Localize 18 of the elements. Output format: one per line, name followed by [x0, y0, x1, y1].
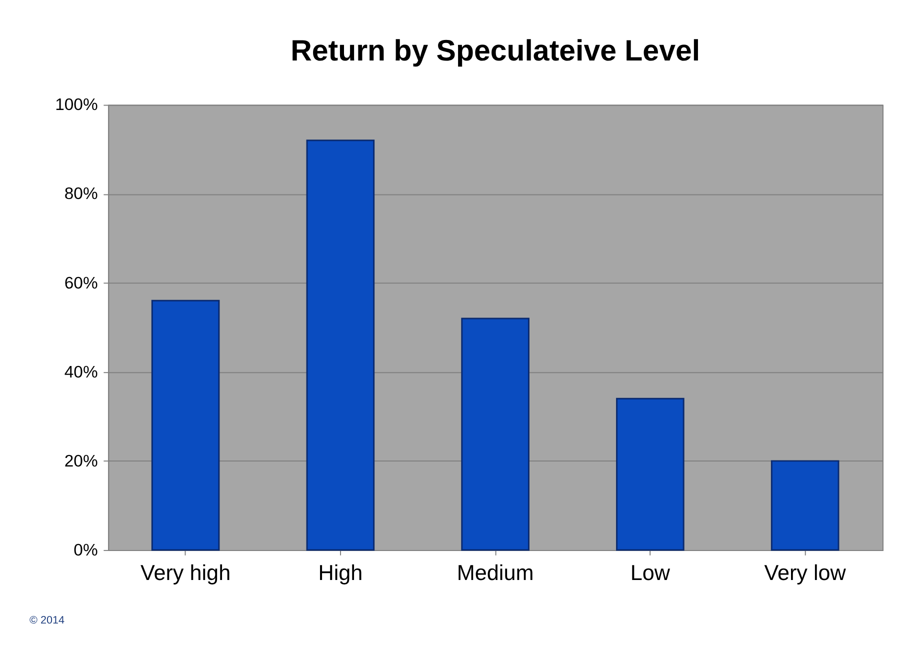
y-tick-label: 80% — [64, 184, 98, 204]
y-tick-label: 40% — [64, 362, 98, 382]
text: © 2014 — [29, 614, 64, 627]
y-tick-label: 0% — [74, 540, 98, 560]
x-tick-label: Very low — [764, 560, 846, 585]
x-tick-label: High — [318, 560, 363, 585]
bar — [151, 300, 220, 551]
bar — [616, 398, 684, 551]
y-tick-label: 100% — [55, 95, 98, 114]
bar — [461, 318, 530, 551]
x-tick-label: Medium — [456, 560, 534, 585]
y-tick-label: 60% — [64, 273, 98, 292]
x-tick-label: Low — [630, 560, 670, 585]
bar — [306, 140, 375, 551]
y-tick-label: 20% — [64, 451, 98, 470]
bar — [770, 460, 840, 551]
chart-title: Return by Speculateive Level — [290, 34, 700, 68]
x-tick-label: Very high — [140, 560, 231, 585]
